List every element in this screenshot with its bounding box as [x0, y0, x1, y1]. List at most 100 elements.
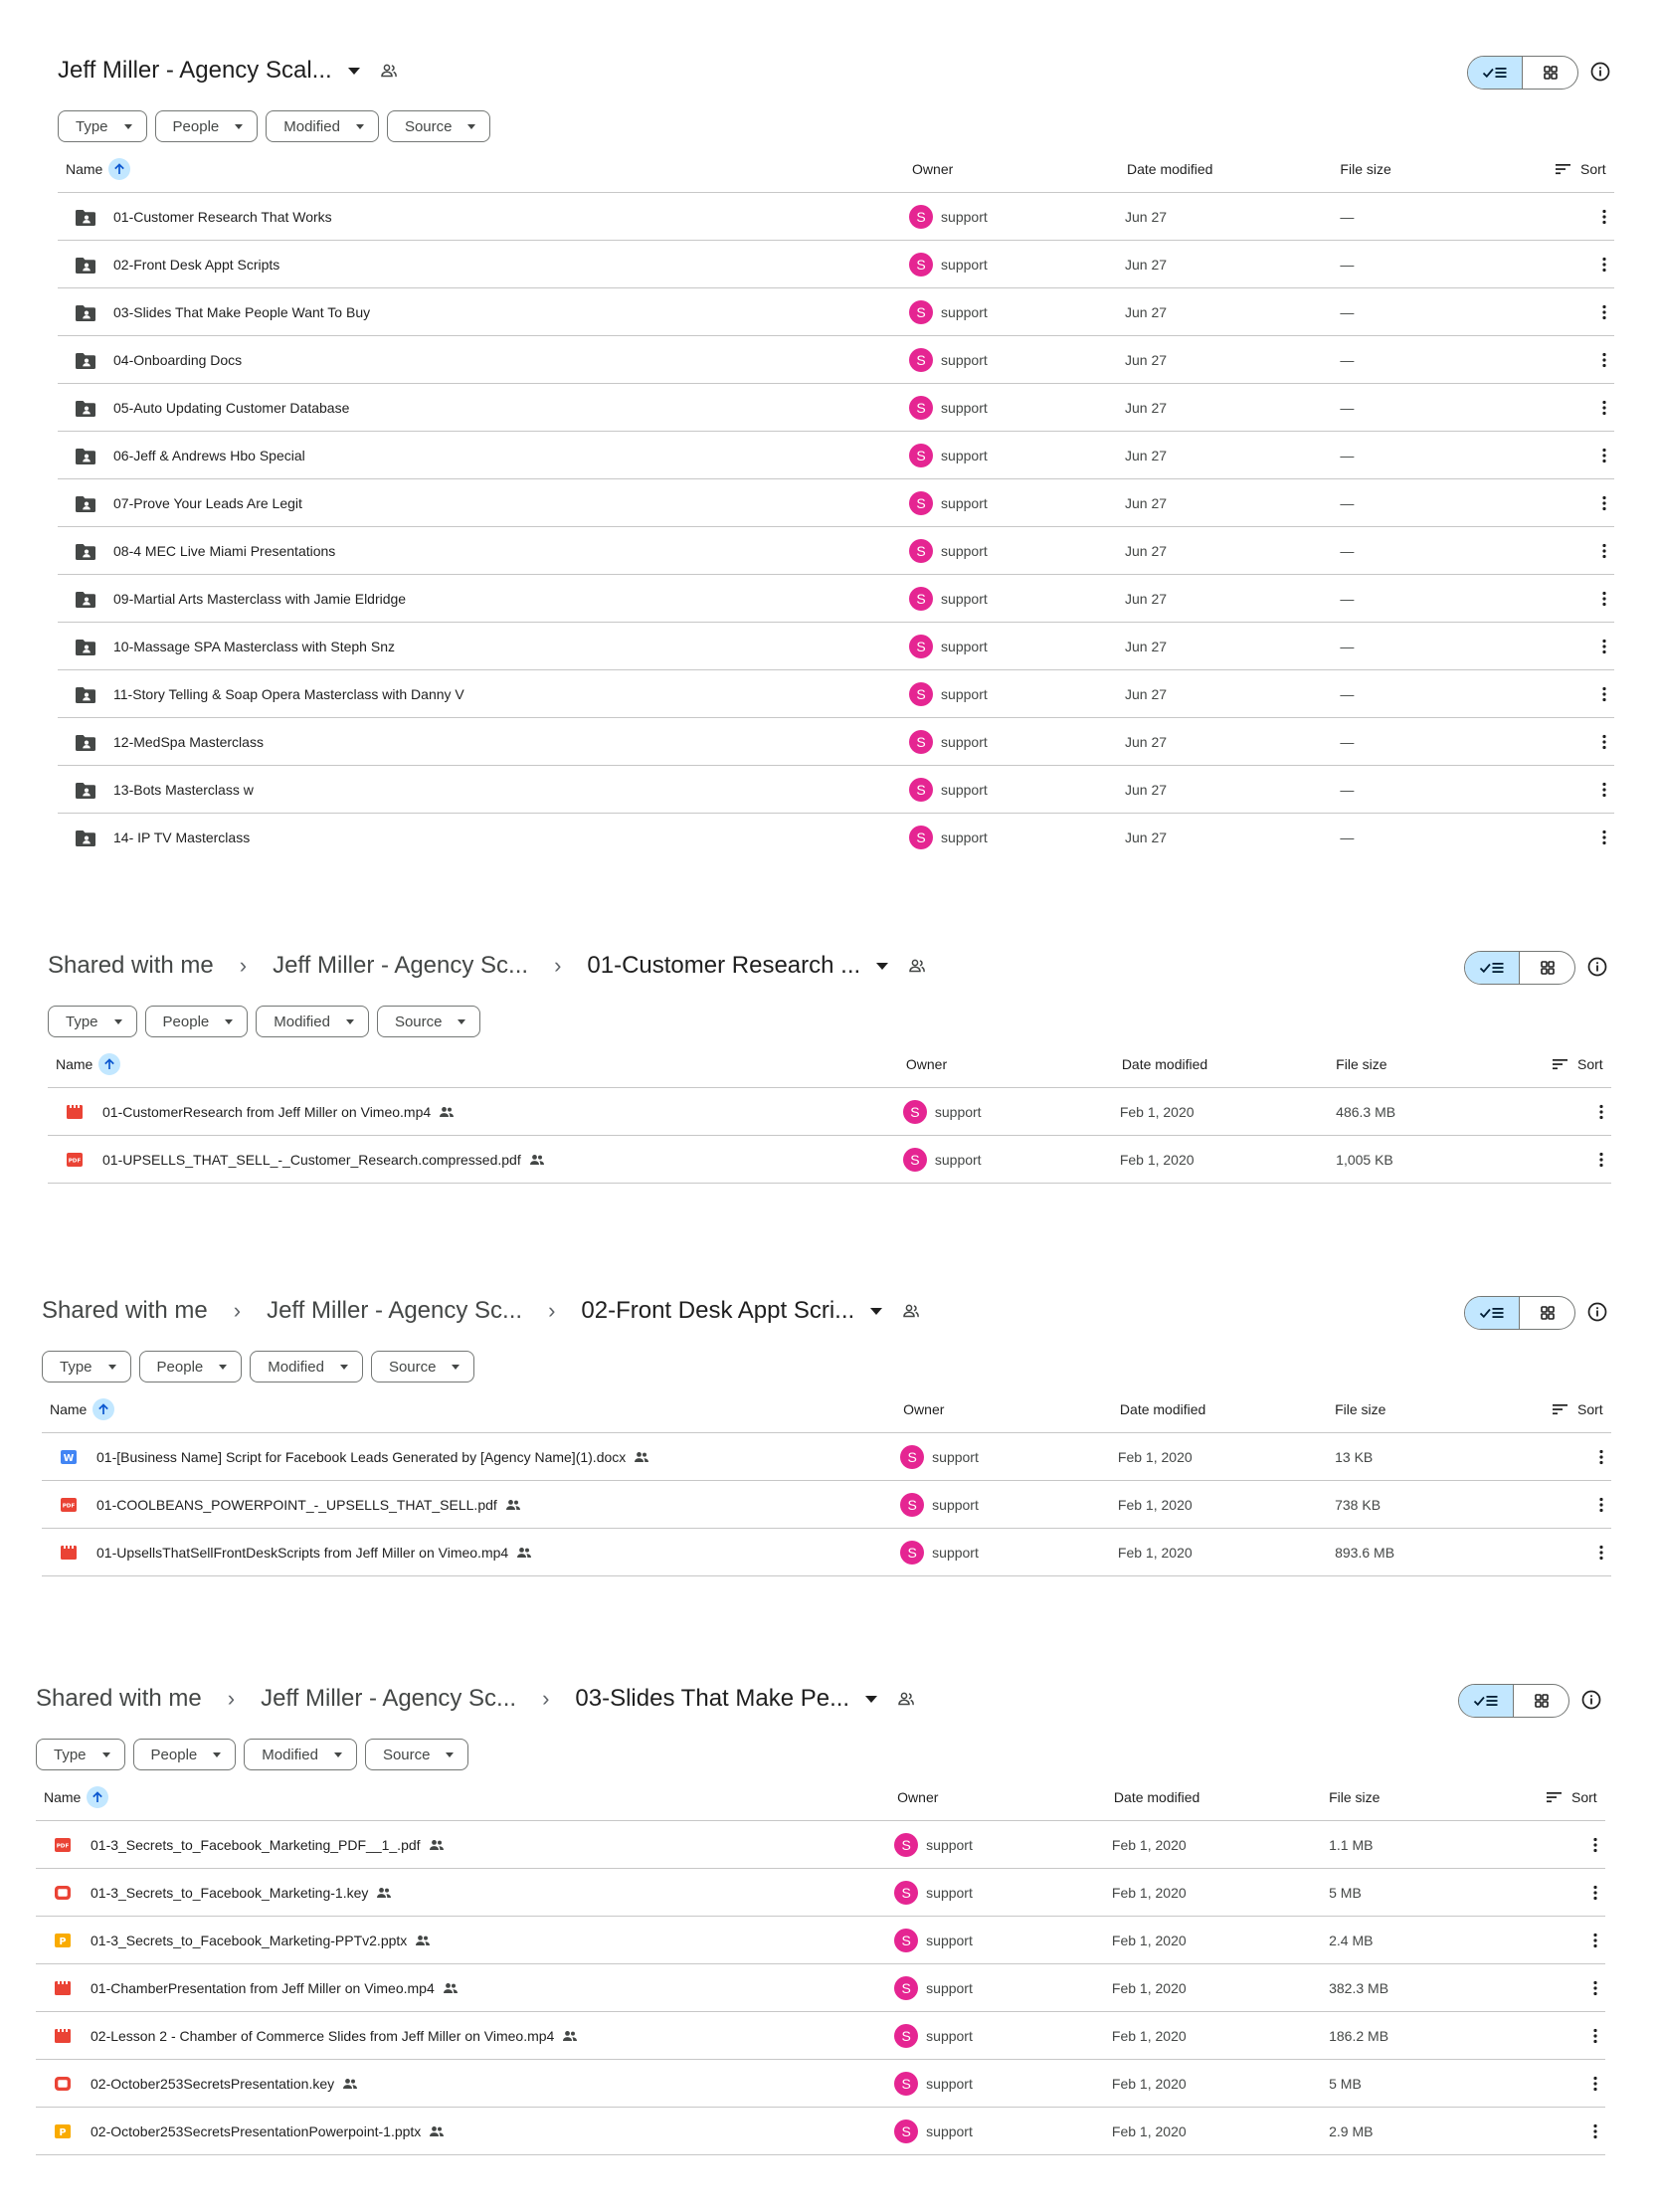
avatar[interactable]: S — [909, 300, 934, 324]
more-actions-icon[interactable] — [1591, 1102, 1611, 1122]
avatar[interactable]: S — [900, 1541, 925, 1565]
avatar[interactable]: S — [894, 1976, 919, 2000]
list-view-button[interactable] — [1465, 1297, 1521, 1329]
table-row[interactable]: P 01-3_Secrets_to_Facebook_Marketing-PPTv… — [36, 1917, 1605, 1964]
avatar[interactable]: S — [909, 635, 934, 658]
sort-ascending-icon[interactable] — [98, 1053, 121, 1075]
filter-chip-modified[interactable]: Modified — [256, 1006, 369, 1037]
avatar[interactable]: S — [909, 778, 934, 802]
avatar[interactable]: S — [909, 396, 934, 420]
column-header-date-modified[interactable]: Date modified — [1119, 1401, 1206, 1417]
list-view-button[interactable] — [1465, 952, 1521, 984]
filter-chip-type[interactable]: Type — [58, 110, 147, 142]
filter-chip-people[interactable]: People — [132, 1739, 237, 1770]
avatar[interactable]: S — [894, 2120, 919, 2143]
filter-chip-source[interactable]: Source — [364, 1739, 469, 1770]
sort-ascending-icon[interactable] — [92, 1398, 115, 1420]
filter-chip-source[interactable]: Source — [370, 1351, 475, 1382]
shared-people-icon[interactable] — [908, 959, 926, 973]
avatar[interactable]: S — [909, 730, 934, 754]
file-name-cell[interactable]: 14- IP TV Masterclass — [113, 814, 250, 856]
more-actions-icon[interactable] — [1594, 446, 1614, 465]
table-row[interactable]: 10-Massage SPA Masterclass with Steph Sn… — [58, 623, 1614, 670]
avatar[interactable]: S — [894, 1929, 919, 1952]
avatar[interactable]: S — [894, 1833, 919, 1857]
file-name-cell[interactable]: 07-Prove Your Leads Are Legit — [113, 479, 302, 527]
avatar[interactable]: S — [909, 491, 934, 515]
column-header-owner[interactable]: Owner — [905, 1056, 948, 1072]
column-header-owner[interactable]: Owner — [897, 1789, 939, 1805]
more-actions-icon[interactable] — [1594, 732, 1614, 752]
more-actions-icon[interactable] — [1585, 1835, 1605, 1855]
avatar[interactable]: S — [894, 2024, 919, 2048]
more-actions-icon[interactable] — [1594, 828, 1614, 847]
avatar[interactable]: S — [902, 1148, 927, 1172]
more-actions-icon[interactable] — [1594, 541, 1614, 561]
table-row[interactable]: 01-ChamberPresentation from Jeff Miller … — [36, 1964, 1605, 2012]
folder-menu-dropdown-icon[interactable] — [865, 1695, 878, 1703]
table-row[interactable]: 11-Story Telling & Soap Opera Masterclas… — [58, 670, 1614, 718]
file-name-cell[interactable]: 01-ChamberPresentation from Jeff Miller … — [91, 1964, 459, 2012]
more-actions-icon[interactable] — [1591, 1543, 1611, 1563]
filter-chip-modified[interactable]: Modified — [250, 1351, 363, 1382]
breadcrumb-item[interactable]: Jeff Miller - Agency Sc... — [267, 1297, 523, 1324]
avatar[interactable]: S — [909, 205, 934, 229]
column-header-name[interactable]: Name — [44, 1773, 109, 1821]
more-actions-icon[interactable] — [1585, 2121, 1605, 2141]
more-actions-icon[interactable] — [1594, 398, 1614, 418]
current-folder-title[interactable]: Jeff Miller - Agency Scal... — [58, 57, 332, 84]
table-row[interactable]: P 02-October253SecretsPresentationPowerpo… — [36, 2108, 1605, 2155]
grid-view-button[interactable] — [1514, 1685, 1568, 1717]
current-folder-title[interactable]: 02-Front Desk Appt Scri... — [581, 1297, 855, 1324]
file-name-cell[interactable]: 01-Customer Research That Works — [113, 193, 332, 241]
more-actions-icon[interactable] — [1585, 1978, 1605, 1998]
column-header-owner[interactable]: Owner — [903, 1401, 945, 1417]
avatar[interactable]: S — [909, 587, 934, 611]
info-icon[interactable] — [1585, 955, 1609, 979]
table-row[interactable]: 09-Martial Arts Masterclass with Jamie E… — [58, 575, 1614, 623]
avatar[interactable]: S — [909, 682, 934, 706]
more-actions-icon[interactable] — [1594, 493, 1614, 513]
file-name-cell[interactable]: 13-Bots Masterclass w — [113, 766, 254, 814]
grid-view-button[interactable] — [1520, 952, 1574, 984]
table-row[interactable]: PDF 01-3_Secrets_to_Facebook_Marketing_PD… — [36, 1821, 1605, 1869]
shared-people-icon[interactable] — [897, 1692, 915, 1706]
table-row[interactable]: W 01-[Business Name] Script for Facebook … — [42, 1433, 1611, 1481]
sort-button[interactable]: Sort — [1555, 145, 1606, 193]
column-header-file-size[interactable]: File size — [1329, 1789, 1381, 1805]
info-icon[interactable] — [1588, 60, 1612, 84]
file-name-cell[interactable]: 02-October253SecretsPresentation.key — [91, 2060, 358, 2108]
filter-chip-people[interactable]: People — [154, 110, 259, 142]
more-actions-icon[interactable] — [1594, 302, 1614, 322]
list-view-button[interactable] — [1468, 57, 1524, 89]
file-name-cell[interactable]: 06-Jeff & Andrews Hbo Special — [113, 432, 305, 479]
file-name-cell[interactable]: 08-4 MEC Live Miami Presentations — [113, 527, 335, 575]
file-name-cell[interactable]: 01-3_Secrets_to_Facebook_Marketing-PPTv2… — [91, 1917, 431, 1964]
more-actions-icon[interactable] — [1594, 637, 1614, 656]
info-icon[interactable] — [1585, 1300, 1609, 1324]
file-name-cell[interactable]: 02-Front Desk Appt Scripts — [113, 241, 279, 288]
sort-ascending-icon[interactable] — [87, 1786, 109, 1808]
file-name-cell[interactable]: 11-Story Telling & Soap Opera Masterclas… — [113, 670, 464, 718]
breadcrumb-item[interactable]: Jeff Miller - Agency Sc... — [273, 952, 529, 979]
avatar[interactable]: S — [902, 1100, 927, 1124]
filter-chip-modified[interactable]: Modified — [266, 110, 379, 142]
more-actions-icon[interactable] — [1585, 1883, 1605, 1903]
more-actions-icon[interactable] — [1594, 207, 1614, 227]
file-name-cell[interactable]: 01-CustomerResearch from Jeff Miller on … — [102, 1088, 455, 1136]
table-row[interactable]: PDF 01-COOLBEANS_POWERPOINT_-_UPSELLS_THA… — [42, 1481, 1611, 1529]
filter-chip-source[interactable]: Source — [386, 110, 491, 142]
more-actions-icon[interactable] — [1594, 350, 1614, 370]
filter-chip-source[interactable]: Source — [376, 1006, 481, 1037]
avatar[interactable]: S — [894, 2072, 919, 2096]
sort-button[interactable]: Sort — [1552, 1040, 1603, 1088]
file-name-cell[interactable]: 01-UPSELLS_THAT_SELL_-_Customer_Research… — [102, 1136, 545, 1184]
